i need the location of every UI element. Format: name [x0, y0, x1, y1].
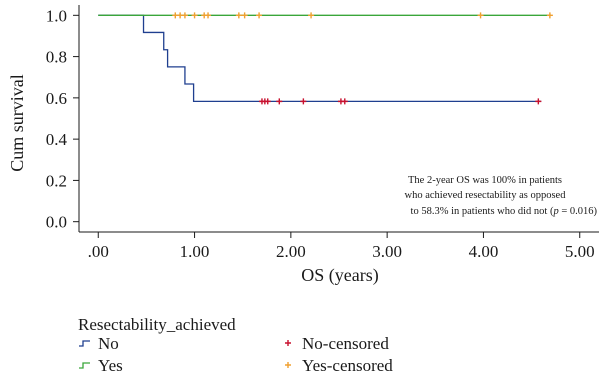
annotation-line-2: who achieved resectability as opposed	[405, 190, 567, 201]
legend-label: No-censored	[302, 334, 389, 353]
x-tick-label: 4.00	[469, 242, 499, 261]
censor-marks	[172, 12, 553, 105]
annotation-line-3: to 58.3% in patients who did not (p = 0.…	[411, 206, 598, 217]
legend-swatch-censor	[285, 340, 291, 346]
plot-area: 0.0 0.2 0.4 0.6 0.8 1.0 .00 1.00 2.00 3.00 4.00 5.…	[46, 5, 599, 261]
censor-mark-no	[341, 98, 348, 105]
x-tick-label: 1.00	[180, 242, 210, 261]
x-tick-label: 2.00	[276, 242, 306, 261]
legend-entry-no: No	[79, 334, 119, 353]
annotation: The 2-year OS was 100% in patients who a…	[405, 175, 598, 217]
legend: Resectability_achieved No Yes No-censored Y…	[78, 315, 393, 375]
legend-label: Yes	[98, 356, 123, 375]
annotation-prefix: to 58.3% in patients who did not (	[411, 206, 554, 217]
legend-label: No	[98, 334, 119, 353]
censor-mark-yes	[477, 12, 484, 19]
y-tick-label: 0.4	[46, 130, 68, 149]
legend-swatch-step	[79, 340, 90, 347]
censor-mark-yes	[205, 12, 212, 19]
censor-mark-yes	[256, 12, 263, 19]
legend-swatch-step	[79, 362, 90, 369]
censor-mark-no	[535, 98, 542, 105]
y-tick-label: 0.0	[46, 213, 67, 232]
y-axis-title: Cum survival	[7, 74, 27, 172]
censor-mark-yes	[181, 12, 188, 19]
censor-mark-yes	[191, 12, 198, 19]
censor-mark-yes	[241, 12, 248, 19]
annotation-line-1: The 2-year OS was 100% in patients	[408, 175, 562, 186]
legend-entry-yes-censored: Yes-censored	[285, 356, 393, 375]
series-lines	[98, 14, 551, 103]
legend-swatch-censor	[285, 362, 291, 368]
x-axis-title: OS (years)	[301, 265, 378, 286]
legend-entry-no-censored: No-censored	[285, 334, 389, 353]
x-tick-label: 3.00	[372, 242, 402, 261]
x-tick-label: 5.00	[565, 242, 595, 261]
censor-mark-no	[300, 98, 307, 105]
x-axis-ticks: .00 1.00 2.00 3.00 4.00 5.00	[88, 232, 595, 261]
censor-mark-no	[276, 98, 283, 105]
censor-mark-yes	[235, 12, 242, 19]
y-tick-label: 0.8	[46, 48, 67, 67]
censor-mark-yes	[546, 12, 553, 19]
y-tick-label: 1.0	[46, 6, 67, 25]
annotation-p-symbol: p	[552, 206, 558, 217]
legend-title: Resectability_achieved	[78, 315, 236, 334]
y-tick-label: 0.6	[46, 89, 67, 108]
censor-mark-yes	[308, 12, 315, 19]
censor-mark-no	[264, 98, 271, 105]
y-tick-label: 0.2	[46, 171, 67, 190]
legend-label: Yes-censored	[302, 356, 393, 375]
legend-entry-yes: Yes	[79, 356, 123, 375]
legend-entries: No Yes No-censored Yes-censored	[79, 334, 393, 375]
y-axis-ticks: 0.0 0.2 0.4 0.6 0.8 1.0	[46, 6, 79, 232]
series-line-no	[98, 14, 542, 103]
annotation-suffix: = 0.016)	[559, 206, 598, 217]
x-tick-label: .00	[88, 242, 109, 261]
